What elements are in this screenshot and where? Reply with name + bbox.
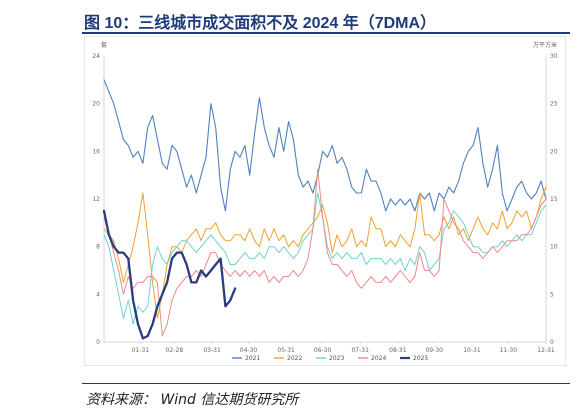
right-tick-label: 10 [550,244,558,251]
legend-label-2023: 2023 [329,355,344,362]
x-tick-label: 07-31 [351,347,369,354]
legend-label-2021: 2021 [245,355,260,362]
x-tick-label: 03-31 [203,347,221,354]
right-tick-label: 30 [550,53,558,60]
x-tick-label: 05-31 [277,347,295,354]
footer-rule [82,383,570,384]
right-tick-label: 20 [550,148,558,155]
left-axis-unit: 套 [101,41,107,49]
legend-label-2024: 2024 [371,355,386,362]
left-tick-label: 8 [96,244,100,251]
source-note: 资料来源： Wind 信达期货研究所 [86,392,299,408]
axes-group: 0 4 8 12 16 20 24 0 5 10 15 20 25 30 01-31 02-28 03-31 04… [92,53,557,354]
left-tick-label: 16 [92,148,100,155]
title-bar: 图 10：三线城市成交面积不及 2024 年（7DMA） [82,6,570,34]
right-axis-unit: 万平方米 [533,41,557,49]
legend: 2021 2022 2023 2024 2025 [232,355,428,362]
series-group [102,79,547,340]
x-tick-label: 11-30 [500,347,518,354]
x-tick-label: 12-31 [537,347,555,354]
left-tick-label: 12 [92,196,100,203]
x-tick-label: 06-30 [314,347,332,354]
x-tick-label: 04-30 [240,347,258,354]
left-tick-label: 4 [96,291,100,298]
x-tick-label: 01-31 [132,347,150,354]
figure-title: 图 10：三线城市成交面积不及 2024 年（7DMA） [84,15,437,32]
left-tick-label: 0 [96,339,100,346]
legend-label-2022: 2022 [287,355,302,362]
x-tick-label: 02-28 [166,347,184,354]
x-tick-label: 10-31 [463,347,481,354]
right-tick-label: 5 [550,291,554,298]
chart-frame [84,36,566,366]
series-line-2022 [103,186,547,319]
right-tick-label: 0 [550,339,554,346]
x-tick-label: 09-30 [426,347,444,354]
x-tick-label: 08-31 [389,347,407,354]
series-line-2024 [103,168,547,337]
series-line-2025 [102,209,237,340]
right-tick-label: 15 [550,196,558,203]
left-tick-label: 24 [92,53,100,60]
right-tick-label: 25 [550,101,558,108]
left-tick-label: 20 [92,101,100,108]
series-line-2021 [103,79,547,212]
legend-label-2025: 2025 [413,355,428,362]
